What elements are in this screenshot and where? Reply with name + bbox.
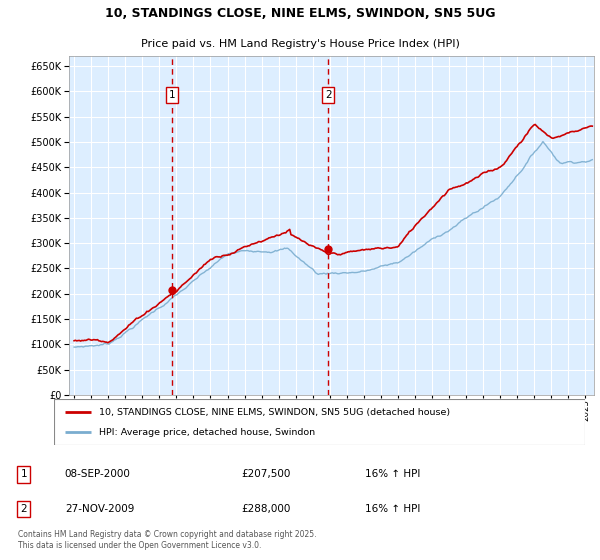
Text: 1: 1 [169, 90, 175, 100]
Text: £207,500: £207,500 [241, 469, 290, 479]
Text: 16% ↑ HPI: 16% ↑ HPI [365, 469, 420, 479]
Text: Price paid vs. HM Land Registry's House Price Index (HPI): Price paid vs. HM Land Registry's House … [140, 39, 460, 49]
Text: 10, STANDINGS CLOSE, NINE ELMS, SWINDON, SN5 5UG: 10, STANDINGS CLOSE, NINE ELMS, SWINDON,… [105, 7, 495, 20]
FancyBboxPatch shape [54, 399, 585, 445]
Text: 16% ↑ HPI: 16% ↑ HPI [365, 504, 420, 514]
Text: 10, STANDINGS CLOSE, NINE ELMS, SWINDON, SN5 5UG (detached house): 10, STANDINGS CLOSE, NINE ELMS, SWINDON,… [99, 408, 450, 417]
Text: 2: 2 [325, 90, 331, 100]
Text: HPI: Average price, detached house, Swindon: HPI: Average price, detached house, Swin… [99, 428, 315, 437]
Bar [172, 56, 328, 395]
Text: £288,000: £288,000 [241, 504, 290, 514]
Text: 1: 1 [20, 469, 27, 479]
Text: Contains HM Land Registry data © Crown copyright and database right 2025.
This d: Contains HM Land Registry data © Crown c… [18, 530, 316, 550]
Text: 2: 2 [20, 504, 27, 514]
Text: 08-SEP-2000: 08-SEP-2000 [65, 469, 131, 479]
Text: 27-NOV-2009: 27-NOV-2009 [65, 504, 134, 514]
